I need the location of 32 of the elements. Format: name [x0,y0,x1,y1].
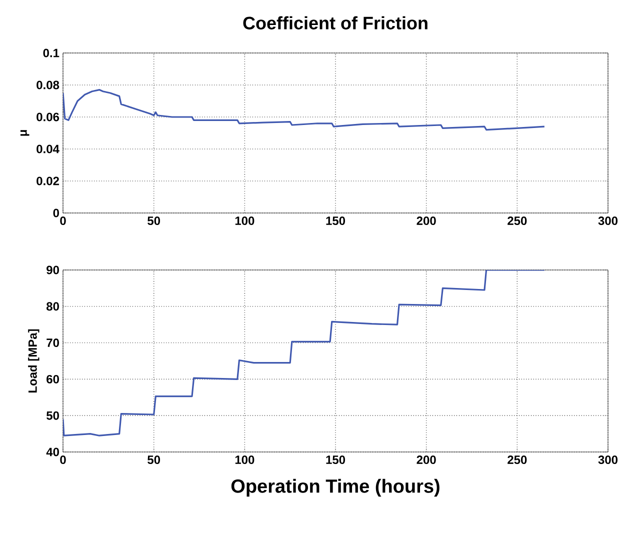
x-axis-title: Operation Time (hours) [231,478,440,497]
x-tick-label: 150 [326,216,346,226]
x-tick-label: 100 [235,216,254,226]
x-tick-label: 0 [60,456,66,464]
y-axis-title: μ [20,130,30,136]
x-tick-label: 100 [235,456,254,464]
y-tick-label: 0.06 [36,112,60,122]
x-tick-label: 50 [148,456,160,464]
y-tick-label: 0.04 [36,144,60,154]
x-tick-label: 0 [60,216,66,226]
y-tick-label: 60 [46,374,59,384]
x-tick-label: 200 [416,216,436,226]
y-tick-label: 80 [46,302,59,311]
x-tick-label: 200 [416,456,436,464]
line-series [63,270,546,436]
x-tick-label: 300 [598,216,618,226]
x-tick-label: 250 [508,216,527,226]
y-tick-label: 70 [46,338,59,348]
y-tick-label: 50 [46,411,59,420]
y-tick-label: 0.08 [36,80,60,90]
y-axis-title: Load [MPa] [28,329,40,393]
x-tick-label: 250 [508,456,527,464]
line-series [63,88,546,131]
x-tick-label: 50 [148,216,160,226]
y-tick-label: 0.1 [43,48,60,58]
x-tick-label: 150 [326,456,346,464]
y-tick-label: 0 [53,208,59,218]
y-tick-label: 40 [46,448,59,456]
chart-title: Coefficient of Friction [243,16,428,30]
x-tick-label: 300 [598,456,618,464]
y-tick-label: 90 [46,266,59,274]
y-tick-label: 0.02 [36,176,59,186]
